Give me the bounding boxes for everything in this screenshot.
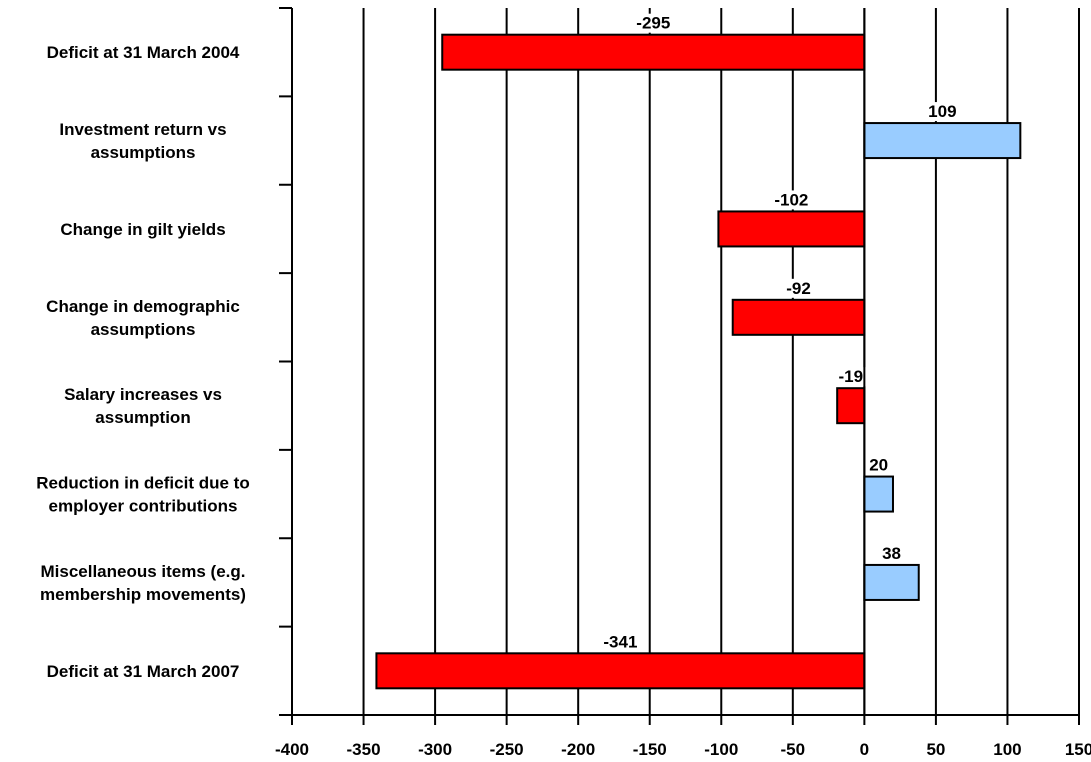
- x-tick-label: -100: [704, 740, 738, 759]
- data-label: -341: [603, 632, 637, 651]
- data-label-background: [600, 632, 641, 652]
- data-label: 20: [869, 456, 888, 475]
- data-label-background: [925, 102, 960, 122]
- data-label-background: [835, 367, 867, 387]
- data-label-background: [879, 543, 905, 563]
- x-tick-label: -200: [561, 740, 595, 759]
- category-label: Change in demographic: [46, 297, 240, 316]
- bar: [731, 298, 866, 336]
- category-label: assumption: [95, 408, 190, 427]
- x-tick-label: -250: [490, 740, 524, 759]
- bar: [441, 33, 866, 71]
- x-tick-label: -300: [418, 740, 452, 759]
- data-label-background: [633, 13, 674, 33]
- x-tick-label: -350: [347, 740, 381, 759]
- data-label-background: [783, 278, 814, 298]
- bar: [717, 210, 866, 248]
- data-label-background: [771, 190, 812, 210]
- category-label: Deficit at 31 March 2007: [47, 662, 240, 681]
- category-label: Reduction in deficit due to: [36, 474, 249, 493]
- bar: [863, 475, 894, 513]
- category-label: employer contributions: [49, 497, 238, 516]
- category-label: Miscellaneous items (e.g.: [40, 562, 245, 581]
- x-tick-label: 150: [1065, 740, 1091, 759]
- x-tick-label: 0: [860, 740, 869, 759]
- data-label: 109: [928, 102, 956, 121]
- bar: [863, 563, 920, 601]
- bar: [375, 652, 866, 690]
- category-label: Salary increases vs: [64, 385, 222, 404]
- category-label: Investment return vs: [59, 120, 226, 139]
- data-label-background: [866, 455, 892, 475]
- x-tick-label: -50: [781, 740, 806, 759]
- x-tick-label: -150: [633, 740, 667, 759]
- bar: [863, 122, 1022, 160]
- x-tick-label: -400: [275, 740, 309, 759]
- data-label: -102: [774, 190, 808, 209]
- category-label: membership movements): [40, 585, 246, 604]
- category-label: Deficit at 31 March 2004: [47, 43, 240, 62]
- category-label: assumptions: [91, 320, 196, 339]
- data-label: -19: [838, 367, 863, 386]
- x-tick-label: 50: [926, 740, 945, 759]
- bar: [836, 387, 866, 425]
- data-label: -295: [636, 14, 670, 33]
- data-label: -92: [786, 279, 811, 298]
- category-label: assumptions: [91, 143, 196, 162]
- x-tick-label: 100: [993, 740, 1021, 759]
- category-label: Change in gilt yields: [60, 220, 225, 239]
- data-label: 38: [882, 544, 901, 563]
